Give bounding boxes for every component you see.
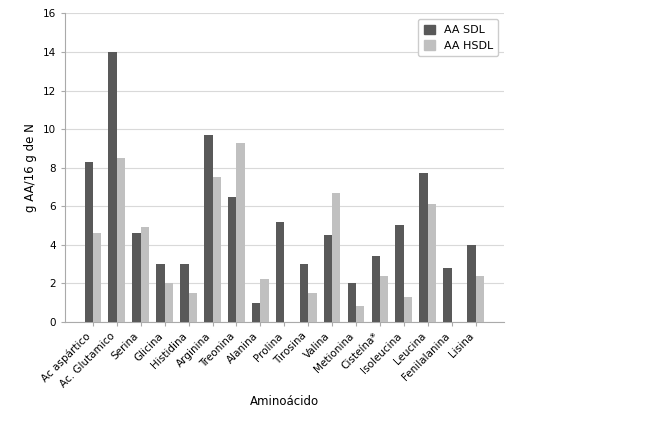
Bar [443,268,452,322]
Bar [180,264,189,322]
Bar [324,235,332,322]
Bar [276,222,284,322]
Bar [404,297,412,322]
Bar [300,264,308,322]
Bar [132,233,141,322]
X-axis label: Aminoácido: Aminoácido [249,395,319,408]
Bar [117,158,125,322]
Bar [93,233,101,322]
Bar [260,279,269,322]
Bar [156,264,165,322]
Bar [308,293,317,322]
Bar [141,228,149,322]
Bar [467,245,475,322]
Bar [332,193,340,322]
Bar [213,177,221,322]
Bar [189,293,197,322]
Bar [419,173,428,322]
Legend: AA SDL, AA HSDL: AA SDL, AA HSDL [418,19,498,56]
Y-axis label: g AA/16 g de N: g AA/16 g de N [24,123,37,212]
Bar [165,283,173,322]
Bar [380,275,388,322]
Bar [475,275,484,322]
Bar [204,135,213,322]
Bar [395,225,404,322]
Bar [236,143,245,322]
Bar [109,52,117,322]
Bar [228,197,236,322]
Bar [371,256,380,322]
Bar [252,303,260,322]
Bar [428,204,436,322]
Bar [348,283,356,322]
Bar [85,162,93,322]
Bar [356,307,364,322]
